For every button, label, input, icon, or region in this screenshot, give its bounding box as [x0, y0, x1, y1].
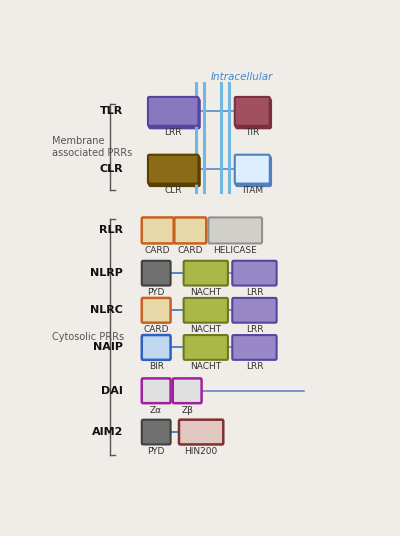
FancyBboxPatch shape — [148, 97, 198, 126]
FancyBboxPatch shape — [142, 420, 170, 444]
FancyBboxPatch shape — [142, 378, 170, 403]
FancyBboxPatch shape — [208, 218, 262, 243]
Text: AIM2: AIM2 — [92, 427, 123, 437]
FancyBboxPatch shape — [232, 335, 277, 360]
Text: LRR: LRR — [246, 325, 263, 334]
FancyBboxPatch shape — [184, 298, 228, 323]
FancyBboxPatch shape — [235, 156, 270, 185]
Text: ITAM: ITAM — [242, 186, 263, 195]
FancyBboxPatch shape — [148, 155, 198, 184]
Text: CLR: CLR — [99, 164, 123, 174]
FancyBboxPatch shape — [148, 156, 199, 185]
Text: NLRP: NLRP — [90, 268, 123, 278]
FancyBboxPatch shape — [174, 218, 206, 243]
FancyBboxPatch shape — [235, 155, 270, 184]
Text: HIN200: HIN200 — [184, 447, 218, 456]
Text: NACHT: NACHT — [190, 288, 221, 297]
Text: CARD: CARD — [144, 325, 169, 334]
Text: CLR: CLR — [164, 186, 182, 195]
FancyBboxPatch shape — [149, 157, 200, 186]
Text: CARD: CARD — [178, 246, 203, 255]
Text: NLRC: NLRC — [90, 306, 123, 315]
Text: PYD: PYD — [148, 288, 165, 297]
FancyBboxPatch shape — [232, 261, 277, 286]
FancyBboxPatch shape — [235, 97, 270, 126]
Text: NAIP: NAIP — [93, 343, 123, 353]
FancyBboxPatch shape — [236, 157, 271, 186]
Text: NACHT: NACHT — [190, 325, 221, 334]
Text: BIR: BIR — [149, 362, 164, 371]
FancyBboxPatch shape — [236, 99, 271, 128]
FancyBboxPatch shape — [149, 99, 200, 128]
Text: PYD: PYD — [148, 447, 165, 456]
FancyBboxPatch shape — [235, 98, 270, 127]
Text: HELICASE: HELICASE — [213, 246, 257, 255]
Text: LRR: LRR — [164, 128, 182, 137]
Text: LRR: LRR — [246, 362, 263, 371]
FancyBboxPatch shape — [232, 298, 277, 323]
Text: Zα: Zα — [150, 406, 162, 415]
FancyBboxPatch shape — [142, 298, 170, 323]
FancyBboxPatch shape — [184, 261, 228, 286]
Text: DAI: DAI — [101, 386, 123, 396]
Text: NACHT: NACHT — [190, 362, 221, 371]
Text: TIR: TIR — [245, 128, 259, 137]
FancyBboxPatch shape — [173, 378, 202, 403]
Text: Membrane
associated PRRs: Membrane associated PRRs — [52, 136, 132, 158]
FancyBboxPatch shape — [148, 98, 199, 127]
Text: RLR: RLR — [99, 226, 123, 235]
FancyBboxPatch shape — [142, 218, 174, 243]
FancyBboxPatch shape — [142, 261, 170, 286]
Text: CARD: CARD — [145, 246, 170, 255]
Text: TLR: TLR — [100, 106, 123, 116]
FancyBboxPatch shape — [179, 420, 223, 444]
Text: Zβ: Zβ — [181, 406, 193, 415]
Text: LRR: LRR — [246, 288, 263, 297]
FancyBboxPatch shape — [184, 335, 228, 360]
FancyBboxPatch shape — [142, 335, 170, 360]
Text: Cytosolic PRRs: Cytosolic PRRs — [52, 332, 124, 342]
Text: Intracellular: Intracellular — [211, 72, 273, 81]
